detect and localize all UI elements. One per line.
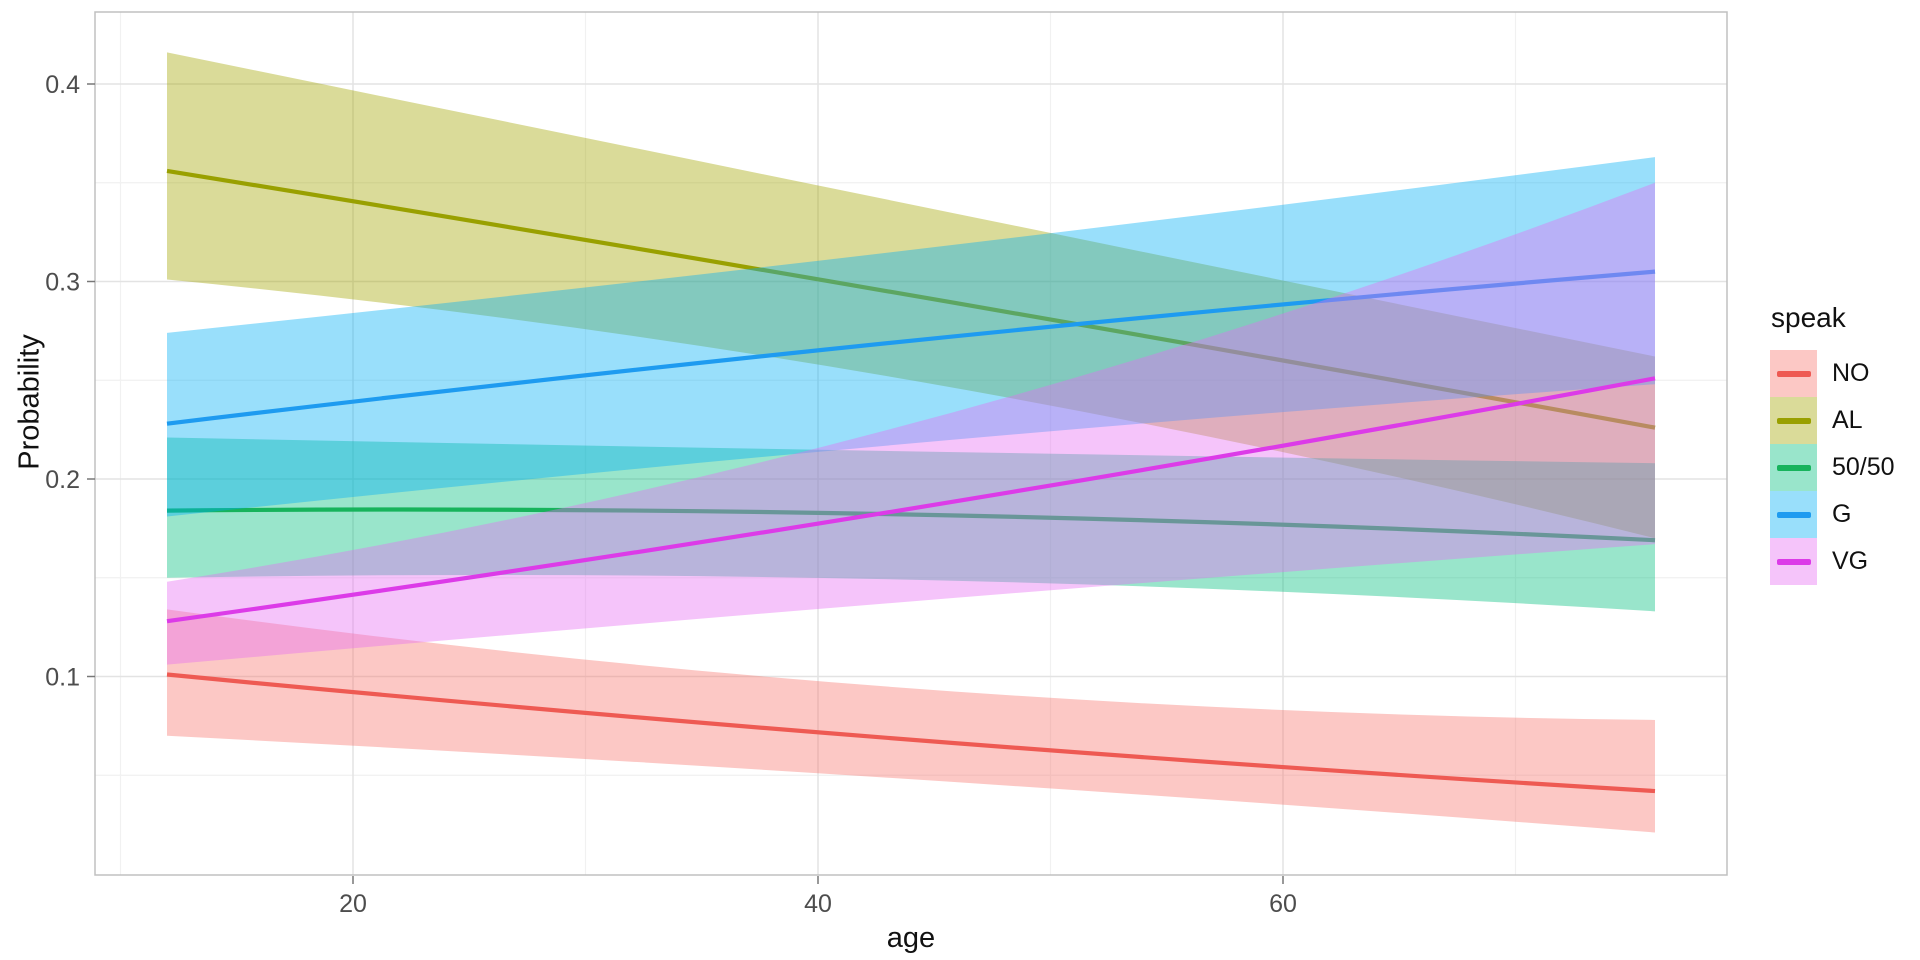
line-no <box>166 672 1656 794</box>
legend-label: AL <box>1832 406 1863 434</box>
y-axis-title: Probability <box>13 334 46 470</box>
x-axis-title: age <box>886 922 936 954</box>
legend-key-icon <box>1770 350 1817 397</box>
y-tick-label: 0.4 <box>45 71 80 99</box>
legend-item-no: NO <box>1770 350 1895 397</box>
legend-key-line <box>1776 511 1811 518</box>
ribbon-g <box>167 157 1655 517</box>
legend-key-icon <box>1770 444 1817 491</box>
legend-key-icon <box>1770 538 1817 585</box>
legend-key-line <box>1776 464 1811 471</box>
line-vg <box>166 376 1656 624</box>
legend-label: NO <box>1832 359 1870 387</box>
legend-key-line <box>1776 558 1811 565</box>
legend-item-g: G <box>1770 491 1895 538</box>
x-tick-label: 40 <box>804 890 832 918</box>
legend-key-line <box>1776 417 1811 424</box>
legend-label: VG <box>1832 547 1869 575</box>
ribbon-vg <box>167 182 1655 665</box>
legend: speak NO AL 50/50 G VG <box>1770 302 1895 585</box>
legend-label: 50/50 <box>1832 453 1895 481</box>
legend-key-icon <box>1770 397 1817 444</box>
legend-title: speak <box>1771 302 1846 333</box>
x-tick-label: 20 <box>339 890 367 918</box>
legend-key-icon <box>1770 491 1817 538</box>
panel-border <box>94 11 1728 876</box>
legend-item-vg: VG <box>1770 538 1895 585</box>
line-50-50 <box>166 507 1656 543</box>
line-al <box>166 168 1656 430</box>
legend-key-line <box>1776 370 1811 377</box>
legend-item-al: AL <box>1770 397 1895 444</box>
y-tick-label: 0.2 <box>45 466 80 494</box>
legend-item-50-50: 50/50 <box>1770 444 1895 491</box>
y-tick-label: 0.1 <box>45 664 80 692</box>
ribbon-no <box>167 609 1655 833</box>
x-tick-label: 60 <box>1269 890 1297 918</box>
legend-label: G <box>1832 500 1852 528</box>
y-tick-label: 0.3 <box>45 269 80 297</box>
line-g <box>166 269 1656 426</box>
